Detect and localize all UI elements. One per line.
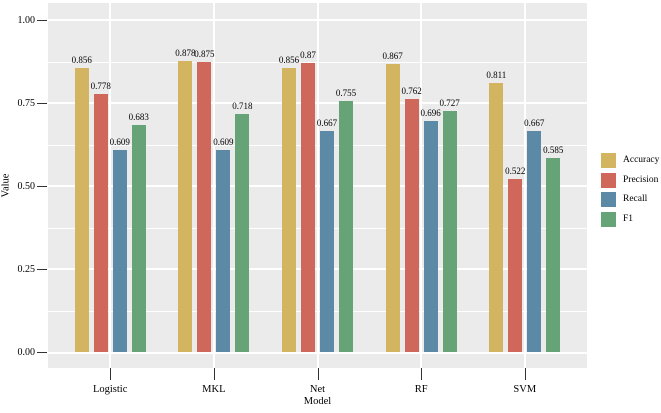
y-axis-title: Value: [0, 173, 12, 197]
bar-recall-logistic: [112, 149, 127, 352]
bar-value-label: 0.87: [300, 50, 316, 61]
x-tick-label-mkl: MKL: [202, 384, 226, 395]
legend-label: Recall: [623, 194, 648, 204]
bar-value-label: 0.718: [232, 100, 253, 111]
major-gridline: [48, 19, 587, 21]
bar-value-label: 0.667: [316, 117, 338, 128]
y-tick: [37, 269, 47, 270]
major-gridline: [48, 268, 587, 270]
y-tick: [37, 20, 47, 21]
legend-item-precision: Precision: [601, 172, 659, 188]
bar-value-label: 0.867: [382, 51, 403, 62]
bar-value-label: 0.856: [278, 54, 300, 65]
bar-f1-net: [339, 101, 353, 352]
bar-accuracy-net: [282, 67, 296, 352]
bar-value-label: 0.755: [335, 88, 357, 99]
legend-label: Accuracy: [623, 155, 660, 165]
bar-value-label: 0.778: [90, 80, 111, 91]
bar-precision-svm: [508, 178, 523, 352]
bar-accuracy-rf: [385, 64, 400, 352]
bar-value-label: 0.762: [401, 86, 422, 97]
bar-value-label: 0.609: [109, 136, 130, 147]
major-gridline: [48, 102, 587, 104]
plot-panel: 0.856 0.878 0.856 0.867 0.811 0.778 0.875 0.87 0…: [48, 3, 587, 368]
major-gridline: [48, 185, 587, 187]
bar-recall-mkl: [216, 149, 231, 352]
legend: Accuracy Precision Recall F1: [601, 153, 659, 231]
bar-value-label: 0.696: [420, 107, 441, 118]
bar-f1-svm: [546, 157, 561, 352]
y-tick-label: 0.00: [17, 347, 36, 358]
y-tick-label: 0.75: [17, 98, 36, 109]
bar-value-label: 0.609: [213, 136, 234, 147]
bar-value-label: 0.522: [505, 165, 526, 176]
bar-precision-net: [301, 63, 315, 352]
legend-label: F1: [623, 213, 634, 224]
bar-value-label: 0.875: [194, 48, 215, 59]
x-tick: [213, 368, 215, 380]
legend-item-f1: F1: [601, 211, 659, 227]
x-tick-label-svm: SVM: [513, 384, 537, 395]
y-tick: [37, 103, 47, 104]
legend-item-accuracy: Accuracy: [601, 153, 659, 168]
bar-value-label: 0.811: [486, 69, 507, 80]
bar-accuracy-mkl: [178, 60, 193, 352]
bar-value-label: 0.667: [524, 117, 545, 128]
bar-accuracy-logistic: [74, 67, 89, 352]
bar-value-label: 0.878: [175, 47, 196, 58]
bar-recall-net: [320, 130, 334, 352]
x-tick-label-net: Net: [309, 384, 326, 395]
legend-swatch-precision: [601, 172, 616, 188]
y-tick-label: 0.50: [17, 181, 36, 192]
legend-swatch-recall: [601, 192, 616, 207]
bar-precision-logistic: [93, 93, 108, 352]
bar-precision-mkl: [197, 61, 212, 352]
bar-f1-logistic: [131, 125, 146, 352]
x-tick: [110, 368, 112, 380]
x-tick: [524, 368, 526, 380]
y-tick: [37, 352, 47, 353]
bar-recall-rf: [423, 120, 438, 352]
bar-precision-rf: [404, 99, 419, 352]
bar-value-label: 0.856: [71, 54, 92, 65]
y-tick-label: 1.00: [17, 15, 36, 26]
bar-f1-mkl: [235, 113, 250, 352]
bar-f1-rf: [442, 110, 457, 352]
bar-value-label: 0.727: [439, 97, 460, 108]
bar-value-label: 0.585: [543, 144, 564, 155]
x-tick: [317, 368, 319, 380]
x-tick-label-rf: RF: [414, 384, 428, 395]
bar-value-label: 0.683: [128, 112, 149, 123]
legend-swatch-f1: [601, 211, 616, 227]
x-axis-title: Model: [303, 396, 332, 407]
bar-accuracy-svm: [489, 82, 504, 352]
y-tick-label: 0.25: [17, 264, 36, 275]
legend-label: Precision: [623, 174, 659, 185]
major-gridline: [48, 352, 587, 354]
y-tick: [37, 186, 47, 187]
legend-item-recall: Recall: [601, 192, 659, 207]
x-tick: [421, 368, 423, 380]
legend-swatch-accuracy: [601, 153, 616, 168]
x-tick-label-logistic: Logistic: [92, 384, 128, 395]
bar-recall-svm: [527, 130, 542, 352]
